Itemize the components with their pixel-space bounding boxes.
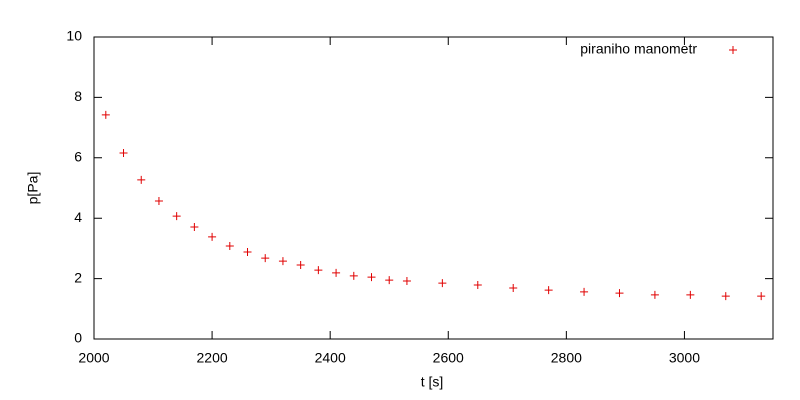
data-point — [757, 292, 766, 301]
data-point — [650, 290, 659, 299]
y-tick-label: 0 — [74, 330, 82, 346]
data-point — [137, 175, 146, 184]
data-point — [101, 110, 110, 119]
legend-label: piraniho manometr — [580, 41, 697, 57]
y-tick-label: 10 — [66, 28, 82, 44]
x-tick-label: 2600 — [433, 350, 464, 366]
data-point — [172, 212, 181, 221]
data-point — [332, 268, 341, 277]
data-point — [190, 222, 199, 231]
data-point — [261, 254, 270, 263]
y-tick-label: 4 — [74, 209, 82, 225]
y-tick-label: 2 — [74, 269, 82, 285]
data-point — [154, 196, 163, 205]
data-point — [473, 280, 482, 289]
x-tick-label: 2400 — [315, 350, 346, 366]
x-tick-label: 3000 — [669, 350, 700, 366]
data-point — [367, 273, 376, 282]
data-point — [278, 257, 287, 266]
y-tick-label: 8 — [74, 88, 82, 104]
data-point — [385, 276, 394, 285]
data-point — [615, 289, 624, 298]
data-point — [686, 290, 695, 299]
data-point — [544, 286, 553, 295]
y-axis-label: p[Pa] — [25, 172, 41, 205]
x-tick-label: 2800 — [551, 350, 582, 366]
data-point — [208, 232, 217, 241]
data-point — [349, 271, 358, 280]
data-point — [314, 266, 323, 275]
y-tick-label: 6 — [74, 149, 82, 165]
data-point — [243, 248, 252, 257]
x-tick-label: 2200 — [197, 350, 228, 366]
data-point — [580, 287, 589, 296]
data-point — [225, 241, 234, 250]
data-point — [119, 148, 128, 157]
data-point — [438, 279, 447, 288]
legend-marker — [729, 46, 737, 54]
data-point — [509, 283, 518, 292]
plot-frame — [93, 36, 774, 340]
data-point — [296, 261, 305, 270]
x-axis-label: t [s] — [421, 374, 444, 390]
data-point — [402, 277, 411, 286]
x-tick-label: 2000 — [78, 350, 109, 366]
data-point — [721, 292, 730, 301]
